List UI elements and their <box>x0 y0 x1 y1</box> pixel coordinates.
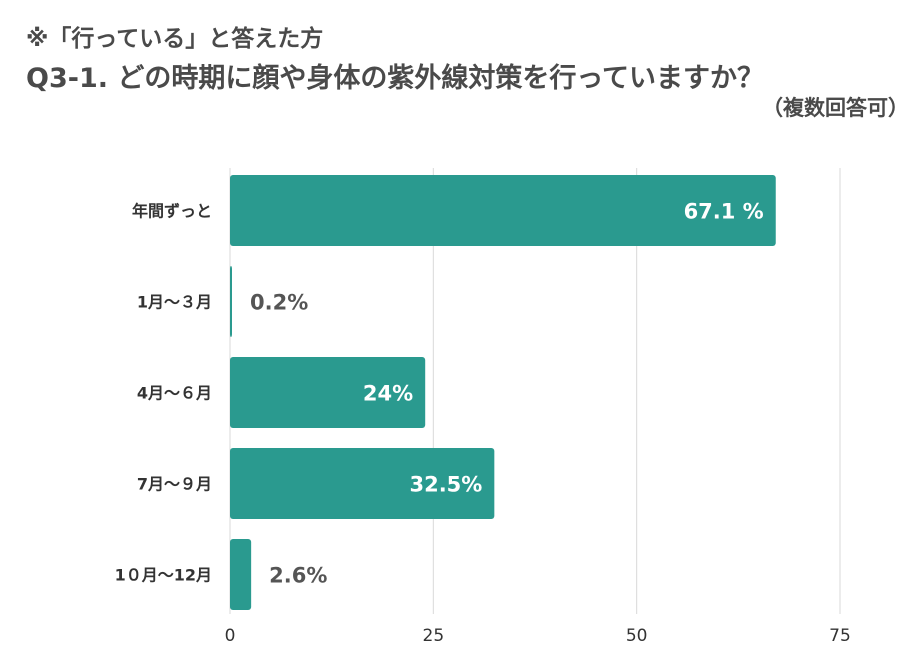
labels: 0 25 50 75 年間ずっと 67.1 % 1月〜３月 0.2% 4月〜６月 24% 7月〜９月… <box>115 200 851 647</box>
x-tick-label: 0 <box>225 626 236 646</box>
chart-header: ※「行っている」と答えた方 Q3-1. どの時期に顔や身体の紫外線対策を行ってい… <box>26 22 906 100</box>
bars <box>230 175 776 610</box>
bar <box>230 448 495 519</box>
bar <box>230 539 252 610</box>
data-label: 0.2% <box>250 291 308 315</box>
category-label: 4月〜６月 <box>137 384 212 403</box>
data-label: 67.1 % <box>684 200 764 224</box>
bar <box>230 266 232 337</box>
respondent-note: ※「行っている」と答えた方 <box>26 26 324 52</box>
data-label: 24% <box>363 382 413 406</box>
chart-title: Q3-1. どの時期に顔や身体の紫外線対策を行っていますか？ <box>26 63 765 94</box>
bar <box>230 175 776 246</box>
category-label: 1月〜３月 <box>137 293 212 312</box>
x-tick-label: 50 <box>626 626 648 646</box>
x-tick-label: 75 <box>829 626 851 646</box>
data-label: 2.6% <box>269 564 327 588</box>
bar <box>230 357 426 428</box>
multiple-answer-note: （複数回答可） <box>762 96 909 120</box>
category-label: 1０月〜12月 <box>115 566 212 585</box>
x-tick-label: 25 <box>423 626 445 646</box>
category-label: 年間ずっと <box>132 202 212 221</box>
category-label: 7月〜９月 <box>137 475 212 494</box>
data-label: 32.5% <box>409 473 482 497</box>
